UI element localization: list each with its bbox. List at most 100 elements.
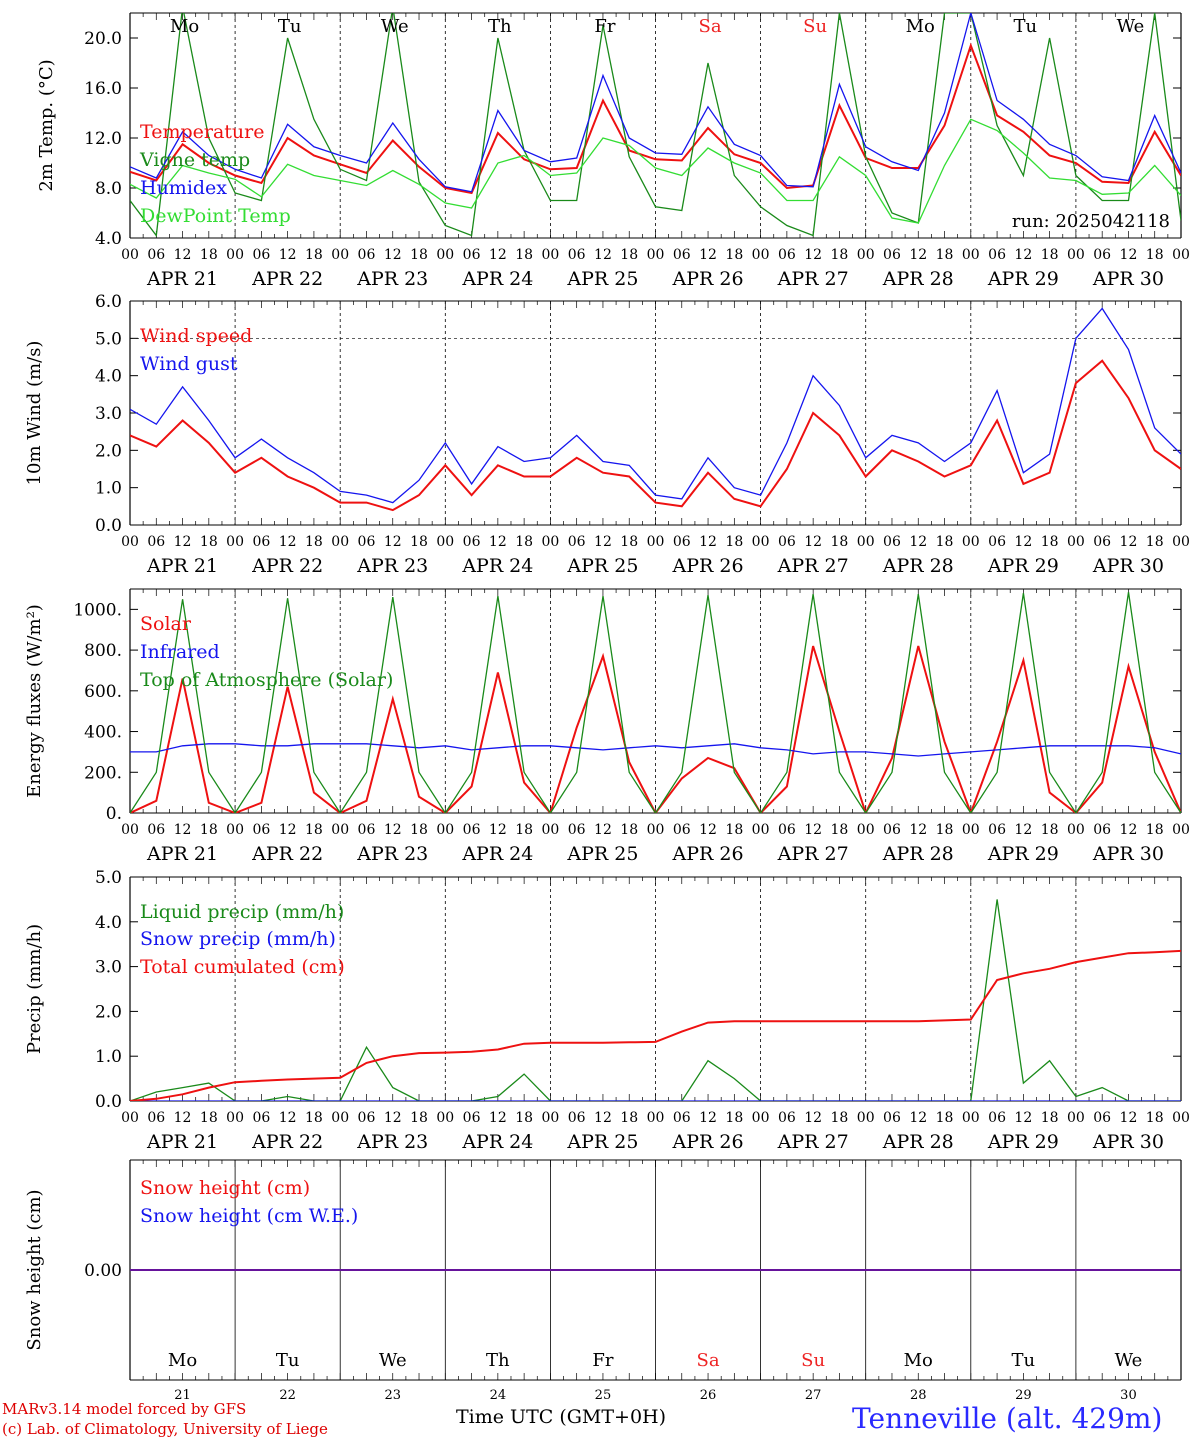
hour-label: 06: [988, 534, 1006, 550]
hour-label: 12: [279, 247, 297, 263]
hour-label: 06: [883, 534, 901, 550]
hour-label: 00: [752, 247, 770, 263]
y-tick-label: 600.: [84, 682, 122, 702]
hour-label: 18: [936, 822, 954, 838]
weekday-label: Fr: [592, 1350, 613, 1371]
hour-label: 12: [1120, 534, 1138, 550]
hour-label: 06: [778, 1110, 796, 1126]
day-label: APR 22: [251, 555, 323, 577]
hour-label: 00: [1067, 822, 1085, 838]
hour-label: 00: [1172, 534, 1190, 550]
y-tick-label: 0.00: [84, 1261, 122, 1281]
hour-label: 12: [909, 247, 927, 263]
hour-label: 18: [620, 1110, 638, 1126]
hour-label: 12: [279, 534, 297, 550]
hour-label: 06: [673, 1110, 691, 1126]
hour-label: 12: [909, 822, 927, 838]
hour-label: 06: [568, 822, 586, 838]
hour-label: 18: [936, 1110, 954, 1126]
day-label: APR 29: [987, 1131, 1059, 1153]
hour-label: 18: [410, 1110, 428, 1126]
hour-label: 12: [1120, 247, 1138, 263]
weekday-label: Su: [803, 16, 827, 37]
hour-label: 00: [1067, 247, 1085, 263]
day-label: APR 30: [1092, 555, 1164, 577]
hour-label: 06: [568, 534, 586, 550]
series-group: [130, 592, 1181, 813]
day-label: APR 22: [251, 843, 323, 865]
day-number-label: 21: [174, 1388, 191, 1403]
day-label: APR 23: [356, 843, 428, 865]
day-label: APR 25: [566, 843, 638, 865]
hour-label: 12: [279, 822, 297, 838]
hour-label: 12: [174, 822, 192, 838]
weekday-label: We: [1115, 1350, 1143, 1371]
hour-label: 12: [909, 1110, 927, 1126]
series-line-3: [130, 13, 1181, 193]
hour-label: 12: [594, 247, 612, 263]
hour-label: 18: [725, 822, 743, 838]
legend-entry: Total cumulated (cm): [140, 956, 345, 978]
hour-label: 00: [1172, 822, 1190, 838]
hour-label: 06: [883, 1110, 901, 1126]
hour-label: 18: [305, 534, 323, 550]
weekday-label: Sa: [697, 1350, 720, 1371]
y-tick-label: 8.0: [95, 179, 122, 199]
day-label: APR 30: [1092, 268, 1164, 290]
hour-label: 12: [909, 534, 927, 550]
hour-label: 00: [1067, 1110, 1085, 1126]
hour-label: 12: [804, 534, 822, 550]
hour-label: 00: [647, 822, 665, 838]
hour-label: 06: [883, 247, 901, 263]
y-tick-label: 20.0: [84, 29, 122, 49]
y-tick-label: 3.0: [95, 958, 122, 978]
y-tick-label: 5.0: [95, 329, 122, 349]
hour-label: 12: [174, 1110, 192, 1126]
y-axis-label: 2m Temp. (°C): [36, 59, 57, 191]
day-label: APR 24: [461, 555, 533, 577]
day-label: APR 21: [146, 843, 218, 865]
legend-entry: Infrared: [140, 641, 220, 663]
hour-label: 06: [358, 247, 376, 263]
day-label: APR 30: [1092, 1131, 1164, 1153]
y-tick-label: 3.0: [95, 404, 122, 424]
hour-label: 00: [962, 822, 980, 838]
legend-entry: Wind gust: [140, 353, 238, 375]
series-line-3: [130, 592, 1181, 813]
series-line-2: [130, 743, 1181, 757]
day-number-label: 23: [384, 1388, 401, 1403]
hour-label: 00: [121, 534, 139, 550]
y-tick-label: 2.0: [95, 441, 122, 461]
weekday-label: Mo: [904, 1350, 933, 1371]
day-label: APR 29: [987, 268, 1059, 290]
y-tick-label: 400.: [84, 723, 122, 743]
day-label: APR 26: [672, 268, 744, 290]
hour-label: 00: [121, 822, 139, 838]
day-label: APR 26: [672, 555, 744, 577]
weekday-label: Fr: [594, 16, 615, 37]
hour-label: 18: [620, 534, 638, 550]
hour-label: 06: [358, 534, 376, 550]
hour-label: 00: [541, 534, 559, 550]
y-tick-label: 0.0: [95, 516, 122, 536]
hour-label: 06: [1093, 1110, 1111, 1126]
hour-label: 06: [568, 247, 586, 263]
day-label: APR 21: [146, 1131, 218, 1153]
weekday-label: Mo: [906, 16, 935, 37]
y-axis-label: Snow height (cm): [24, 1189, 45, 1350]
hour-label: 12: [699, 534, 717, 550]
hour-label: 12: [174, 247, 192, 263]
hour-label: 06: [463, 534, 481, 550]
day-label: APR 27: [777, 843, 849, 865]
hour-label: 12: [1120, 822, 1138, 838]
y-tick-label: 800.: [84, 641, 122, 661]
hour-label: 00: [541, 822, 559, 838]
hour-label: 00: [541, 247, 559, 263]
series-line-1: [130, 359, 1181, 512]
hour-label: 18: [831, 247, 849, 263]
y-axis-label: Precip (mm/h): [24, 924, 45, 1054]
y-tick-label: 1000.: [73, 600, 122, 620]
day-label: APR 29: [987, 555, 1059, 577]
hour-label: 00: [331, 247, 349, 263]
hour-label: 06: [147, 247, 165, 263]
